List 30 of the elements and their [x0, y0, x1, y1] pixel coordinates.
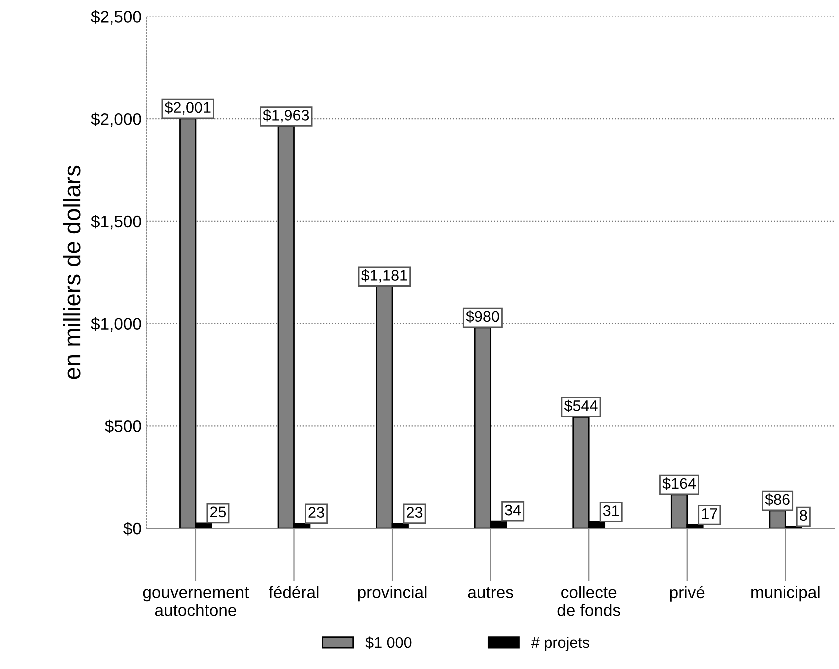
legend-label: $1 000 [366, 636, 412, 650]
data-label: $1,963 [263, 109, 310, 123]
data-label: 23 [407, 507, 423, 518]
y-tick-label: $0 [124, 522, 142, 536]
x-tick-label: privé [670, 586, 705, 602]
data-label: $544 [564, 400, 598, 412]
data-label: $86 [765, 494, 790, 506]
y-tick-label: $500 [105, 420, 142, 434]
y-axis-title: en milliers de dollars [63, 166, 81, 380]
y-tick-label: $2,500 [91, 10, 142, 25]
y-tick-label: $1,500 [91, 215, 142, 230]
data-label: $2,001 [164, 102, 211, 115]
x-tick-label: provincial [358, 586, 427, 602]
x-tick-label: municipal [752, 586, 820, 602]
data-label: 8 [800, 510, 808, 522]
data-label: $164 [662, 478, 696, 490]
data-label: $980 [466, 310, 500, 323]
x-tick-label: gouvernement autochtone [143, 587, 250, 616]
x-tick-label: fédéral [269, 586, 319, 598]
data-label: 23 [308, 507, 324, 518]
legend-label: # projets [532, 636, 590, 652]
x-tick-label: collecte de fonds [558, 586, 620, 616]
data-label: 31 [603, 506, 620, 516]
data-label: 17 [702, 508, 718, 520]
y-tick-label: $1,000 [91, 317, 142, 332]
y-tick-label: $2,000 [91, 112, 142, 128]
data-label: 25 [210, 506, 226, 518]
data-label: 34 [505, 504, 522, 516]
x-tick-label: autres [468, 587, 514, 598]
data-label: $1,181 [361, 269, 408, 283]
